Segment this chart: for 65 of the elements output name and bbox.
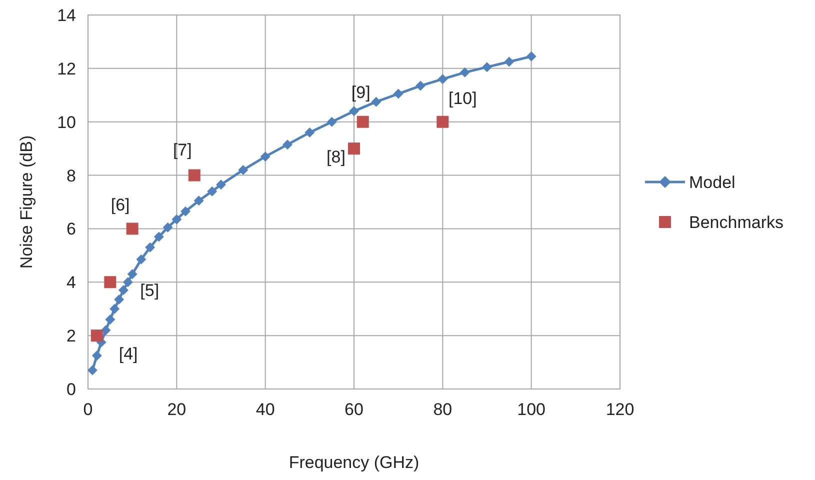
point (207, 186, 218, 196)
y-tick-label: 8 (66, 166, 76, 186)
x-tick-label: 120 (606, 400, 634, 419)
y-tick-label: 6 (66, 220, 76, 239)
point (356, 116, 369, 128)
point (145, 242, 156, 252)
y-tick-label: 14 (57, 6, 76, 25)
point (371, 96, 382, 107)
point (92, 350, 102, 361)
point (122, 277, 133, 288)
y-tick-label: 12 (57, 59, 76, 78)
x-tick-label: 40 (256, 400, 275, 419)
point (162, 222, 173, 232)
point (127, 269, 138, 280)
point (216, 180, 226, 190)
annotation: [5] (140, 281, 160, 300)
annotation: [9] (351, 82, 370, 102)
point (348, 142, 360, 155)
annotation: [7] (172, 140, 192, 160)
x-tick-label: 60 (344, 400, 364, 419)
point (114, 294, 124, 305)
point (194, 196, 204, 206)
legend-label: Model (689, 173, 736, 192)
point (526, 51, 536, 62)
point (90, 330, 103, 342)
annotation: [6] (110, 196, 130, 215)
annotation: [8] (326, 148, 346, 167)
point (482, 62, 492, 72)
point (87, 365, 98, 376)
point (188, 169, 200, 182)
point (326, 116, 337, 127)
y-tick-label: 10 (57, 112, 76, 132)
point (349, 106, 359, 116)
point (180, 206, 191, 216)
x-tick-label: 80 (433, 400, 452, 419)
y-axis-title: Noise Figure (dB) (17, 135, 36, 269)
point (438, 74, 448, 84)
point (416, 80, 426, 91)
y-tick-label: 4 (66, 273, 76, 292)
x-tick-label: 0 (83, 400, 93, 419)
x-tick-label: 20 (167, 400, 186, 419)
point (436, 116, 449, 128)
point (104, 276, 116, 288)
point (460, 67, 470, 78)
point (238, 164, 248, 175)
point (105, 314, 116, 325)
point (260, 152, 270, 162)
point (154, 232, 164, 242)
point (172, 214, 182, 224)
point (118, 285, 128, 296)
point (100, 325, 111, 336)
point (126, 222, 138, 235)
x-axis-title: Frequency (GHz) (288, 453, 420, 472)
annotation: [10] (448, 88, 477, 108)
point (136, 254, 146, 264)
x-tick-label: 100 (517, 400, 546, 419)
point (504, 56, 514, 67)
point (393, 88, 404, 99)
point (304, 128, 315, 138)
point (282, 140, 292, 150)
y-tick-label: 2 (66, 326, 76, 346)
y-tick-label: 0 (66, 380, 76, 399)
annotation: [4] (118, 344, 138, 364)
point (110, 304, 120, 314)
legend-label: Benchmarks (689, 213, 784, 232)
